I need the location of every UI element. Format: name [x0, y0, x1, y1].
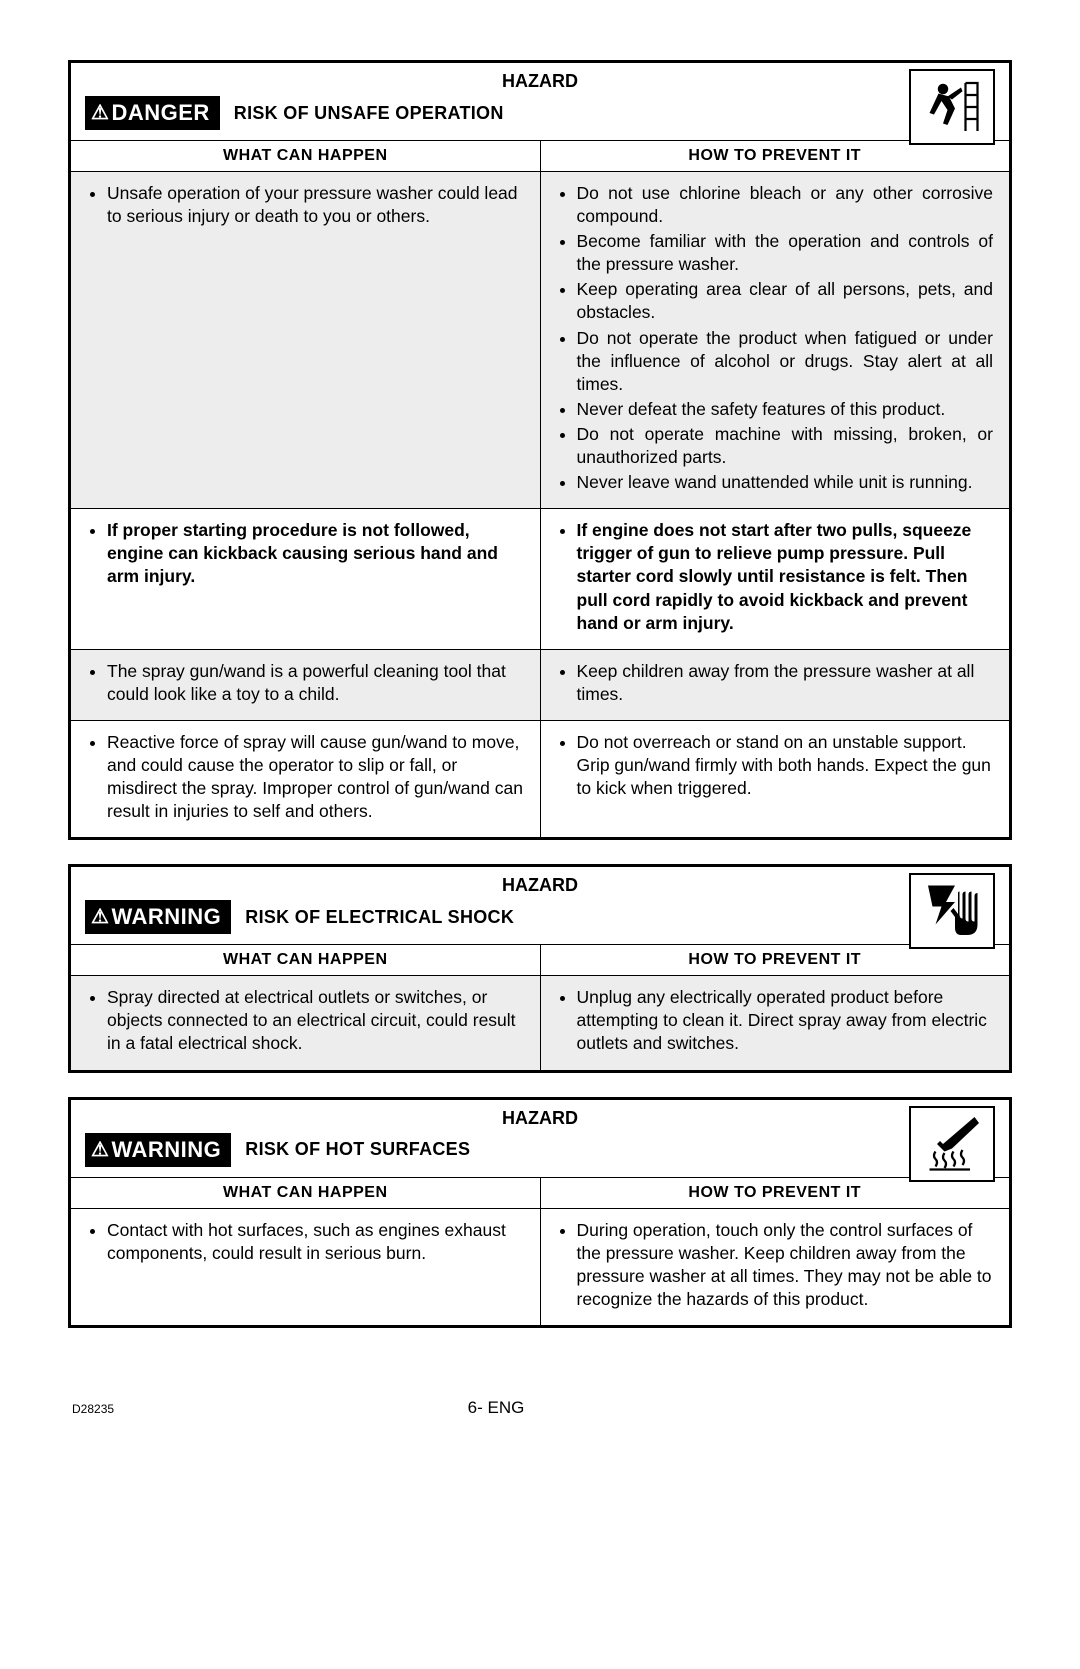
list-item: If proper starting procedure is not foll… — [107, 519, 524, 588]
column-headers: WHAT CAN HAPPENHOW TO PREVENT IT — [71, 945, 1009, 976]
list-item: Reactive force of spray will cause gun/w… — [107, 731, 524, 823]
list-item: Do not use chlorine bleach or any other … — [577, 182, 994, 228]
signal-word-text: DANGER — [111, 100, 209, 126]
list-item: Become familiar with the operation and c… — [577, 230, 994, 276]
what-can-happen-cell: The spray gun/wand is a powerful cleanin… — [71, 650, 541, 720]
risk-title: RISK OF HOT SURFACES — [245, 1139, 470, 1160]
signal-word-text: WARNING — [111, 1137, 221, 1163]
list-item: Unplug any electrically operated product… — [577, 986, 994, 1055]
what-can-happen-cell: Spray directed at electrical outlets or … — [71, 976, 541, 1069]
how-to-prevent-cell: Unplug any electrically operated product… — [541, 976, 1010, 1069]
list-item: Keep operating area clear of all persons… — [577, 278, 994, 324]
page-footer: D28235 6- ENG — [68, 1398, 1012, 1418]
how-to-prevent-cell: During operation, touch only the control… — [541, 1209, 1010, 1325]
alert-triangle-icon: ⚠ — [91, 103, 109, 123]
hazard-header: HAZARD ⚠DANGER RISK OF UNSAFE OPERATION — [71, 63, 1009, 141]
what-can-happen-cell: If proper starting procedure is not foll… — [71, 509, 541, 648]
col-header-right: HOW TO PREVENT IT — [541, 1178, 1010, 1208]
col-header-left: WHAT CAN HAPPEN — [71, 141, 541, 171]
doc-code: D28235 — [72, 1402, 114, 1416]
how-to-prevent-cell: If engine does not start after two pulls… — [541, 509, 1010, 648]
alert-triangle-icon: ⚠ — [91, 1140, 109, 1160]
signal-word-badge: ⚠WARNING — [85, 900, 231, 934]
list-item: Never defeat the safety features of this… — [577, 398, 994, 421]
hazard-label: HAZARD — [85, 71, 995, 92]
how-to-prevent-cell: Keep children away from the pressure was… — [541, 650, 1010, 720]
hazard-row: The spray gun/wand is a powerful cleanin… — [71, 650, 1009, 721]
list-item: Keep children away from the pressure was… — [577, 660, 994, 706]
hazard-label: HAZARD — [85, 875, 995, 896]
how-to-prevent-cell: Do not use chlorine bleach or any other … — [541, 172, 1010, 508]
hazard-table: HAZARD ⚠WARNING RISK OF HOT SURFACES WHAT C… — [68, 1097, 1012, 1328]
column-headers: WHAT CAN HAPPENHOW TO PREVENT IT — [71, 141, 1009, 172]
list-item: Do not overreach or stand on an unstable… — [577, 731, 994, 800]
hazard-row: Unsafe operation of your pressure washer… — [71, 172, 1009, 509]
col-header-right: HOW TO PREVENT IT — [541, 945, 1010, 975]
list-item: Do not operate the product when fatigued… — [577, 327, 994, 396]
hazard-table: HAZARD ⚠WARNING RISK OF ELECTRICAL SHOCK WH… — [68, 864, 1012, 1072]
hazard-header: HAZARD ⚠WARNING RISK OF ELECTRICAL SHOCK — [71, 867, 1009, 945]
signal-word-badge: ⚠WARNING — [85, 1133, 231, 1167]
col-header-left: WHAT CAN HAPPEN — [71, 945, 541, 975]
what-can-happen-cell: Contact with hot surfaces, such as engin… — [71, 1209, 541, 1325]
hazard-table: HAZARD ⚠DANGER RISK OF UNSAFE OPERATION WHA… — [68, 60, 1012, 840]
list-item: During operation, touch only the control… — [577, 1219, 994, 1311]
signal-word-text: WARNING — [111, 904, 221, 930]
list-item: Contact with hot surfaces, such as engin… — [107, 1219, 524, 1265]
list-item: Never leave wand unattended while unit i… — [577, 471, 994, 494]
page-number: 6- ENG — [468, 1398, 525, 1418]
col-header-right: HOW TO PREVENT IT — [541, 141, 1010, 171]
hot-surface-icon — [909, 1106, 995, 1182]
list-item: Spray directed at electrical outlets or … — [107, 986, 524, 1055]
how-to-prevent-cell: Do not overreach or stand on an unstable… — [541, 721, 1010, 837]
risk-title: RISK OF UNSAFE OPERATION — [234, 103, 504, 124]
hazard-row: Contact with hot surfaces, such as engin… — [71, 1209, 1009, 1325]
list-item: If engine does not start after two pulls… — [577, 519, 994, 634]
hazard-row: If proper starting procedure is not foll… — [71, 509, 1009, 649]
hazard-row: Reactive force of spray will cause gun/w… — [71, 721, 1009, 837]
what-can-happen-cell: Unsafe operation of your pressure washer… — [71, 172, 541, 508]
column-headers: WHAT CAN HAPPENHOW TO PREVENT IT — [71, 1178, 1009, 1209]
signal-word-badge: ⚠DANGER — [85, 96, 220, 130]
list-item: Do not operate machine with missing, bro… — [577, 423, 994, 469]
alert-triangle-icon: ⚠ — [91, 907, 109, 927]
col-header-left: WHAT CAN HAPPEN — [71, 1178, 541, 1208]
shock-hand-icon — [909, 873, 995, 949]
risk-title: RISK OF ELECTRICAL SHOCK — [245, 907, 514, 928]
hazard-label: HAZARD — [85, 1108, 995, 1129]
list-item: The spray gun/wand is a powerful cleanin… — [107, 660, 524, 706]
what-can-happen-cell: Reactive force of spray will cause gun/w… — [71, 721, 541, 837]
hazard-row: Spray directed at electrical outlets or … — [71, 976, 1009, 1069]
hazard-header: HAZARD ⚠WARNING RISK OF HOT SURFACES — [71, 1100, 1009, 1178]
falling-person-icon — [909, 69, 995, 145]
list-item: Unsafe operation of your pressure washer… — [107, 182, 524, 228]
